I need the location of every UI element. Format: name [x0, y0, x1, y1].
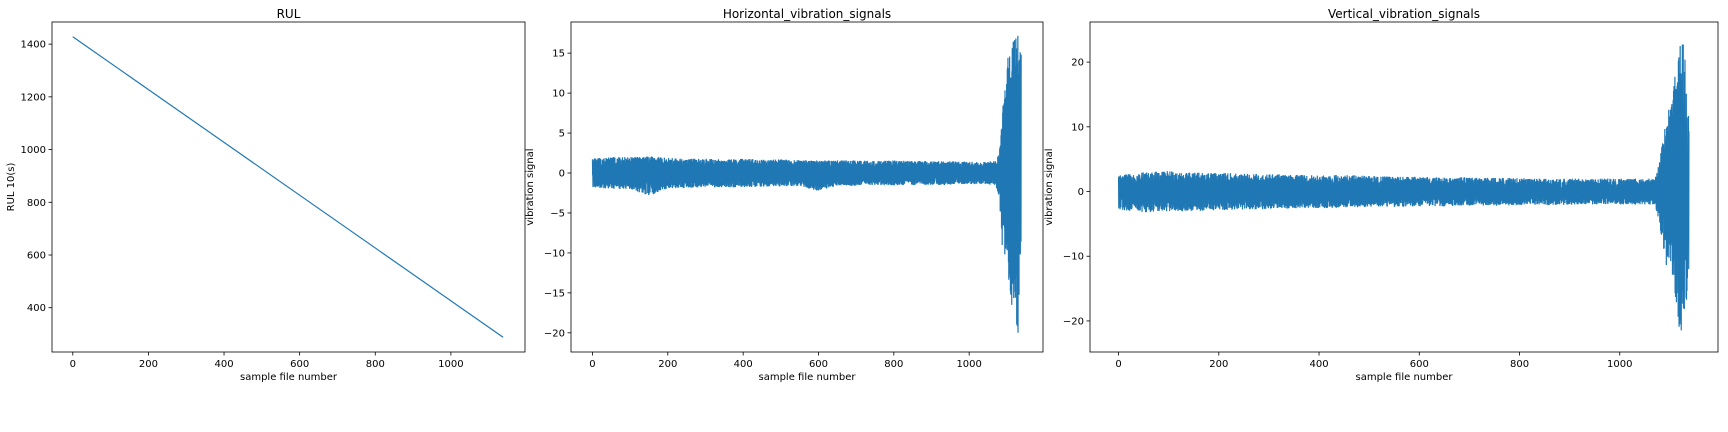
- plot-layer: 0 200 400 600 800 1000 400 600 800 1000 1200 1400: [21, 36, 504, 370]
- y-tick-label: 1400: [21, 40, 46, 51]
- x-tick-label: 0: [1115, 359, 1121, 370]
- x-tick-label: 800: [366, 359, 385, 370]
- y-tick-label: −5: [550, 208, 565, 219]
- x-tick-label: 400: [734, 359, 753, 370]
- y-tick-label: −10: [544, 248, 565, 259]
- y-tick-label: 1200: [21, 92, 46, 103]
- chart-vertical-vibration: Vertical_vibration_signals sample file n…: [1044, 7, 1719, 383]
- x-tick-label: 1000: [1607, 359, 1632, 370]
- y-tick-label: 20: [1071, 58, 1084, 69]
- chart-title: Vertical_vibration_signals: [1328, 7, 1480, 21]
- x-tick-label: 800: [884, 359, 903, 370]
- y-axis-label: RUL 10(s): [6, 163, 17, 212]
- x-tick-label: 200: [1209, 359, 1228, 370]
- x-tick-label: 0: [589, 359, 595, 370]
- y-tick-label: −20: [1063, 316, 1084, 327]
- y-tick-label: −20: [544, 328, 565, 339]
- plot-layer: 0 200 400 600 800 1000 −20 −15 −10 −5 0 5 10 15: [544, 35, 1022, 370]
- x-tick-label: 600: [809, 359, 828, 370]
- series-signal: [1117, 44, 1690, 331]
- x-tick-label: 1000: [438, 359, 463, 370]
- chart-title: RUL: [277, 7, 301, 21]
- series-signal: [591, 35, 1022, 333]
- chart-title: Horizontal_vibration_signals: [723, 7, 891, 21]
- x-tick-label: 600: [1410, 359, 1429, 370]
- x-tick-label: 400: [214, 359, 233, 370]
- x-axis-label: sample file number: [759, 372, 857, 383]
- y-axis-label: vibration signal: [525, 148, 536, 225]
- x-tick-label: 200: [658, 359, 677, 370]
- y-tick-label: 1000: [21, 145, 46, 156]
- x-axis-label: sample file number: [1356, 372, 1454, 383]
- y-tick-label: −15: [544, 288, 565, 299]
- x-tick-label: 400: [1310, 359, 1329, 370]
- chart-horizontal-vibration: Horizontal_vibration_signals sample file…: [525, 7, 1044, 383]
- x-tick-label: 0: [70, 359, 76, 370]
- x-tick-label: 200: [139, 359, 158, 370]
- x-tick-label: 800: [1510, 359, 1529, 370]
- plot-frame: [1089, 21, 1719, 353]
- x-tick-label: 600: [290, 359, 309, 370]
- series-line: [72, 36, 504, 338]
- plot-frame: [51, 21, 526, 353]
- y-tick-label: 400: [27, 303, 46, 314]
- x-axis-label: sample file number: [240, 372, 338, 383]
- y-tick-label: 800: [27, 198, 46, 209]
- y-tick-label: 15: [552, 49, 565, 60]
- y-tick-label: 10: [552, 89, 565, 100]
- y-tick-label: 10: [1071, 122, 1084, 133]
- plot-frame: [570, 21, 1044, 353]
- x-tick-label: 1000: [956, 359, 981, 370]
- y-tick-label: 5: [559, 129, 565, 140]
- y-axis-label: vibration signal: [1044, 148, 1055, 225]
- plot-layer: 0 200 400 600 800 1000 −20 −10 0 10 20: [1063, 44, 1690, 370]
- y-tick-label: 0: [559, 169, 565, 180]
- y-tick-label: 600: [27, 251, 46, 262]
- y-tick-label: 0: [1078, 187, 1084, 198]
- chart-rul: RUL sample file number RUL 10(s) 0 200 400…: [6, 7, 526, 383]
- y-tick-label: −10: [1063, 252, 1084, 263]
